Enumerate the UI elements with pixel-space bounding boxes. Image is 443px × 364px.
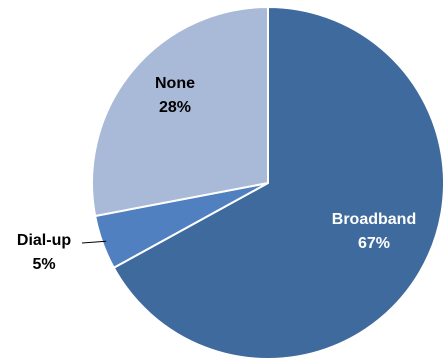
slice-value-label: 67% — [358, 235, 390, 252]
labels-layer: Broadband 67% Dial-up 5% None 28% — [17, 75, 416, 273]
leader-line — [81, 240, 107, 244]
slice-label-none: None 28% — [155, 75, 195, 116]
slice-label-dial-up: Dial-up 5% — [17, 232, 107, 273]
slice-category-label: Dial-up — [17, 232, 71, 249]
slice-value-label: 5% — [32, 256, 55, 273]
pie-slice-none — [91, 6, 269, 217]
pie-slice-broadband — [112, 6, 443, 360]
slices-layer — [91, 6, 443, 360]
slice-label-broadband: Broadband 67% — [332, 211, 416, 252]
slice-category-label: Broadband — [332, 211, 416, 228]
slice-category-label: None — [155, 75, 195, 92]
slice-value-label: 28% — [159, 99, 191, 116]
